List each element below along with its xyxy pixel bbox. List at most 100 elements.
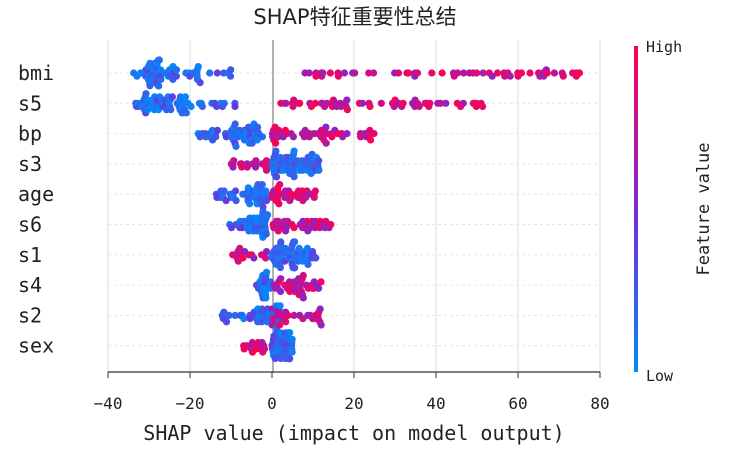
shap-point-s3-3 bbox=[230, 157, 238, 165]
colorbar-title: Feature value bbox=[694, 142, 714, 275]
shap-point-s2-5 bbox=[225, 311, 233, 319]
shap-point-bmi-80 bbox=[404, 69, 413, 77]
shap-point-s1-15 bbox=[262, 248, 271, 256]
shap-point-bmi-31 bbox=[155, 56, 163, 64]
shap-point-s1-37 bbox=[281, 244, 289, 252]
feature-label-s6: s6 bbox=[18, 213, 42, 237]
shap-point-s1-66 bbox=[304, 260, 312, 268]
shap-point-bmi-76 bbox=[370, 69, 378, 77]
chart-title: SHAP特征重要性总结 bbox=[253, 5, 456, 29]
x-tick-label-3: 20 bbox=[344, 394, 363, 413]
shap-point-s5-116 bbox=[459, 99, 467, 107]
shap-point-s5-89 bbox=[343, 106, 351, 114]
shap-point-s4-51 bbox=[299, 294, 307, 302]
shap-point-s2-4 bbox=[222, 318, 231, 326]
shap-point-age-21 bbox=[246, 200, 254, 208]
shap-point-s6-55 bbox=[290, 224, 298, 232]
colorbar-high-label: High bbox=[646, 38, 682, 56]
shap-point-s3-12 bbox=[252, 157, 260, 165]
shap-point-bp-43 bbox=[248, 139, 256, 147]
shap-point-age-42 bbox=[262, 187, 270, 195]
shap-point-s5-36 bbox=[167, 106, 175, 114]
shap-point-s5-106 bbox=[415, 102, 423, 111]
shap-point-bmi-68 bbox=[319, 69, 327, 77]
shap-point-bmi-93 bbox=[479, 69, 487, 77]
shap-point-s1-14 bbox=[262, 254, 270, 262]
shap-point-bmi-44 bbox=[172, 72, 180, 80]
shap-point-bmi-65 bbox=[312, 72, 320, 80]
shap-point-bp-10 bbox=[212, 133, 220, 141]
shap-point-age-43 bbox=[263, 197, 271, 205]
shap-point-bmi-103 bbox=[517, 69, 526, 77]
shap-point-bp-82 bbox=[322, 139, 330, 147]
shap-point-s3-26 bbox=[272, 147, 280, 155]
shap-point-sex-56 bbox=[286, 329, 294, 337]
shap-point-s1-7 bbox=[239, 254, 247, 262]
shap-point-bmi-96 bbox=[493, 69, 502, 77]
feature-label-s5: s5 bbox=[18, 91, 42, 115]
shap-point-bmi-100 bbox=[506, 72, 514, 80]
shap-point-bmi-45 bbox=[172, 66, 181, 74]
shap-point-s5-93 bbox=[366, 102, 374, 111]
shap-point-s3-52 bbox=[290, 147, 298, 155]
shap-point-age-13 bbox=[232, 187, 240, 195]
shap-point-s4-60 bbox=[315, 284, 323, 292]
shap-point-s5-49 bbox=[181, 93, 189, 101]
shap-point-age-55 bbox=[275, 200, 283, 208]
shap-point-s5-91 bbox=[358, 99, 366, 107]
shap-point-s6-52 bbox=[282, 224, 290, 232]
shap-point-s5-101 bbox=[399, 99, 407, 107]
shap-point-bmi-61 bbox=[227, 66, 235, 74]
shap-point-sex-24 bbox=[271, 354, 279, 363]
shap-point-bp-57 bbox=[272, 139, 280, 147]
shap-point-s6-77 bbox=[327, 220, 335, 229]
shap-point-s6-46 bbox=[274, 227, 282, 235]
shap-point-s3-27 bbox=[273, 173, 281, 181]
shap-point-bmi-56 bbox=[206, 69, 214, 77]
shap-point-bmi-113 bbox=[559, 72, 567, 80]
shap-point-s4-28 bbox=[277, 275, 285, 283]
shap-point-bmi-89 bbox=[460, 69, 468, 77]
shap-point-s3-16 bbox=[262, 157, 271, 165]
shap-point-bmi-95 bbox=[488, 72, 496, 80]
shap-point-bmi-85 bbox=[438, 69, 446, 77]
shap-point-bmi-111 bbox=[550, 69, 559, 77]
shap-point-s1-50 bbox=[291, 238, 299, 246]
shap-point-s2-48 bbox=[276, 302, 284, 310]
shap-point-bmi-57 bbox=[213, 69, 221, 77]
shap-point-bmi-72 bbox=[340, 69, 348, 77]
shap-point-s5-68 bbox=[289, 102, 297, 111]
shap-point-s5-10 bbox=[142, 90, 150, 98]
shap-point-bp-23 bbox=[231, 120, 239, 128]
shap-point-bmi-60 bbox=[226, 72, 235, 80]
shap-point-bmi-88 bbox=[454, 69, 462, 77]
shap-point-s3-51 bbox=[290, 173, 298, 181]
shap-point-s5-50 bbox=[182, 109, 190, 117]
shap-point-s5-71 bbox=[296, 99, 304, 107]
shap-point-s1-11 bbox=[250, 254, 258, 262]
shap-point-age-78 bbox=[310, 193, 318, 201]
shap-point-s6-39 bbox=[264, 211, 272, 219]
shap-point-bp-81 bbox=[322, 123, 330, 131]
shap-point-s4-61 bbox=[317, 278, 325, 286]
shap-point-bp-51 bbox=[258, 133, 266, 141]
shap-point-s5-66 bbox=[282, 99, 290, 107]
shap-point-s5-37 bbox=[168, 93, 176, 101]
x-axis-label: SHAP value (impact on model output) bbox=[143, 421, 564, 445]
shap-points bbox=[130, 56, 584, 363]
shap-point-s2-9 bbox=[240, 315, 248, 323]
shap-point-bp-49 bbox=[253, 123, 262, 131]
x-tick-label-2: 0 bbox=[267, 394, 277, 413]
x-ticks: −40 −20 0 20 40 60 80 bbox=[94, 372, 610, 413]
grid-lines bbox=[107, 40, 601, 372]
shap-point-bmi-74 bbox=[351, 69, 359, 77]
shap-point-bp-98 bbox=[367, 136, 375, 144]
shap-point-bp-85 bbox=[328, 133, 336, 141]
shap-point-age-56 bbox=[276, 181, 284, 189]
shap-point-sex-60 bbox=[288, 348, 296, 356]
shap-point-bp-90 bbox=[343, 130, 351, 138]
shap-point-bmi-117 bbox=[575, 69, 584, 77]
shap-point-bmi-84 bbox=[428, 69, 436, 77]
shap-point-s4-17 bbox=[262, 294, 270, 302]
